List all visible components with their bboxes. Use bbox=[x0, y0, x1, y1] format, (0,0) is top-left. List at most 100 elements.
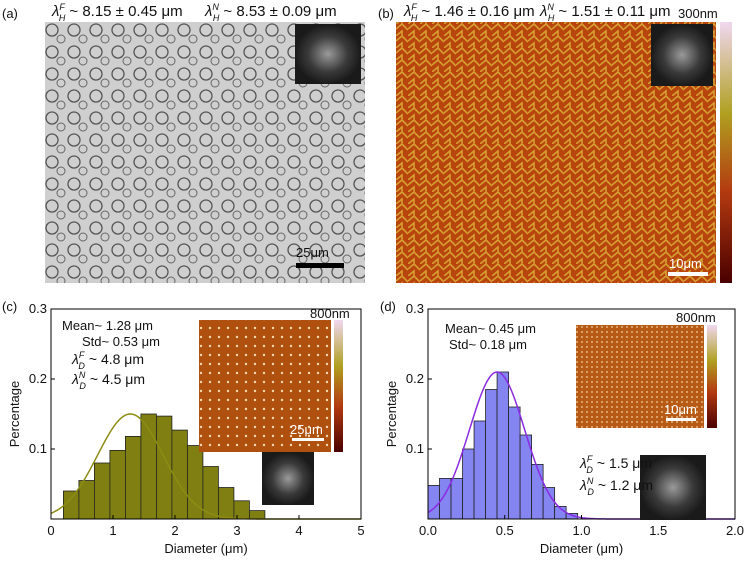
y-tick-label: 0.3 bbox=[29, 301, 47, 316]
bar bbox=[109, 449, 126, 520]
value: ~ 8.15 ± 0.45 μm bbox=[69, 3, 182, 20]
x-tick-label: 4 bbox=[295, 523, 302, 538]
x-tick-label: 1.5 bbox=[649, 523, 667, 538]
y-tick-label: 0.2 bbox=[29, 371, 47, 386]
bar bbox=[94, 462, 111, 520]
value: ~ 1.5 μm bbox=[597, 455, 652, 471]
symbol: λ bbox=[539, 3, 547, 20]
plot-frame bbox=[50, 308, 362, 520]
symbol: λ bbox=[579, 455, 587, 471]
subscript: D bbox=[79, 381, 86, 391]
value: ~ 1.51 ± 0.11 μm bbox=[558, 3, 670, 20]
symbol: λ bbox=[71, 371, 79, 387]
x-tick-label: 1 bbox=[109, 523, 116, 538]
subscript: H bbox=[411, 13, 418, 23]
x-tick-label: 2.0 bbox=[726, 523, 744, 538]
panel-label: (b) bbox=[378, 6, 394, 21]
scale-bar-label: 25μm bbox=[296, 245, 329, 260]
superscript: F bbox=[79, 350, 85, 360]
lambda-annotation: λN H ~ 1.51 ± 0.11 μm bbox=[539, 2, 670, 23]
value: ~ 8.53 ± 0.09 μm bbox=[223, 3, 336, 20]
x-tick-label: 5 bbox=[357, 523, 364, 538]
panel-label: (c) bbox=[2, 299, 17, 314]
stat-label: Mean~ 0.45 μm bbox=[445, 321, 536, 336]
symbol: λ bbox=[204, 3, 212, 20]
subscript: D bbox=[586, 465, 593, 475]
lambda-annotation: λF H ~ 1.46 ± 0.16 μm bbox=[403, 2, 535, 23]
value: ~ 4.5 μm bbox=[90, 371, 145, 387]
colorbar bbox=[720, 22, 732, 283]
symbol: λ bbox=[71, 351, 79, 367]
superscript: N bbox=[212, 2, 219, 12]
fft-inset bbox=[651, 24, 713, 86]
x-axis-label: Diameter (μm) bbox=[540, 541, 623, 556]
subscript: H bbox=[548, 13, 555, 23]
bar bbox=[485, 389, 498, 520]
afm-inset bbox=[199, 320, 331, 452]
x-tick-label: 1.0 bbox=[572, 523, 590, 538]
bar bbox=[125, 435, 142, 520]
bar bbox=[217, 487, 235, 520]
colorbar bbox=[707, 325, 717, 428]
value: ~ 1.46 ± 0.16 μm bbox=[421, 3, 534, 20]
colorbar bbox=[334, 320, 343, 452]
superscript: F bbox=[411, 2, 417, 12]
fft-inset bbox=[262, 452, 314, 505]
x-tick-label: 3 bbox=[233, 523, 240, 538]
y-tick-label: 0.2 bbox=[406, 371, 424, 386]
stat-label: Mean~ 1.28 μm bbox=[62, 318, 153, 333]
lambda-annotation: λF D ~ 4.8 μm bbox=[71, 350, 144, 371]
subscript: D bbox=[587, 487, 594, 497]
bar bbox=[233, 500, 250, 520]
fft-inset bbox=[640, 455, 706, 520]
lambda-annotation: λF D ~ 1.5 μm bbox=[579, 454, 652, 475]
scale-bar-label: 10μm bbox=[664, 402, 697, 417]
value: ~ 4.8 μm bbox=[89, 351, 144, 367]
lambda-annotation: λN H ~ 8.53 ± 0.09 μm bbox=[204, 2, 337, 23]
y-tick-label: 0.3 bbox=[406, 301, 424, 316]
colorbar-label: 300nm bbox=[678, 6, 718, 21]
y-tick-label: 0.1 bbox=[406, 441, 424, 456]
scale-bar-label: 10μm bbox=[669, 256, 702, 271]
bar bbox=[473, 420, 486, 520]
scale-bar bbox=[666, 418, 696, 421]
panel-label: (d) bbox=[380, 299, 396, 314]
fft-inset bbox=[295, 24, 361, 84]
colorbar-label: 800nm bbox=[676, 310, 716, 325]
stat-label: Std~ 0.18 μm bbox=[449, 337, 527, 352]
scale-bar bbox=[668, 272, 708, 276]
subscript: D bbox=[78, 361, 85, 371]
superscript: N bbox=[79, 370, 86, 380]
lambda-annotation: λN D ~ 4.5 μm bbox=[71, 370, 145, 391]
x-axis-label: Diameter (μm) bbox=[164, 541, 247, 556]
superscript: F bbox=[59, 2, 65, 12]
x-tick-label: 0 bbox=[47, 523, 54, 538]
bar bbox=[508, 406, 521, 520]
subscript: H bbox=[59, 13, 66, 23]
value: ~ 1.2 μm bbox=[598, 477, 653, 493]
afm-inset bbox=[576, 325, 704, 428]
symbol: λ bbox=[579, 477, 587, 493]
bar bbox=[248, 510, 266, 520]
symbol: λ bbox=[51, 3, 59, 20]
bar bbox=[496, 371, 509, 520]
colorbar-label: 800nm bbox=[310, 306, 350, 321]
subscript: H bbox=[213, 13, 220, 23]
bar bbox=[63, 490, 80, 520]
y-axis-label: Percentage bbox=[7, 381, 22, 448]
y-axis-label: Percentage bbox=[384, 381, 399, 448]
lambda-annotation: λF H ~ 8.15 ± 0.45 μm bbox=[51, 2, 183, 23]
bar bbox=[462, 448, 475, 520]
y-tick-label: 0.1 bbox=[29, 441, 47, 456]
superscript: N bbox=[547, 2, 554, 12]
symbol: λ bbox=[403, 3, 411, 20]
bar bbox=[427, 484, 440, 520]
scale-bar bbox=[296, 263, 344, 268]
bar bbox=[450, 477, 463, 520]
bar bbox=[78, 480, 95, 520]
x-tick-label: 0.5 bbox=[496, 523, 514, 538]
superscript: N bbox=[587, 476, 594, 486]
scale-bar-label: 25μm bbox=[290, 422, 323, 437]
